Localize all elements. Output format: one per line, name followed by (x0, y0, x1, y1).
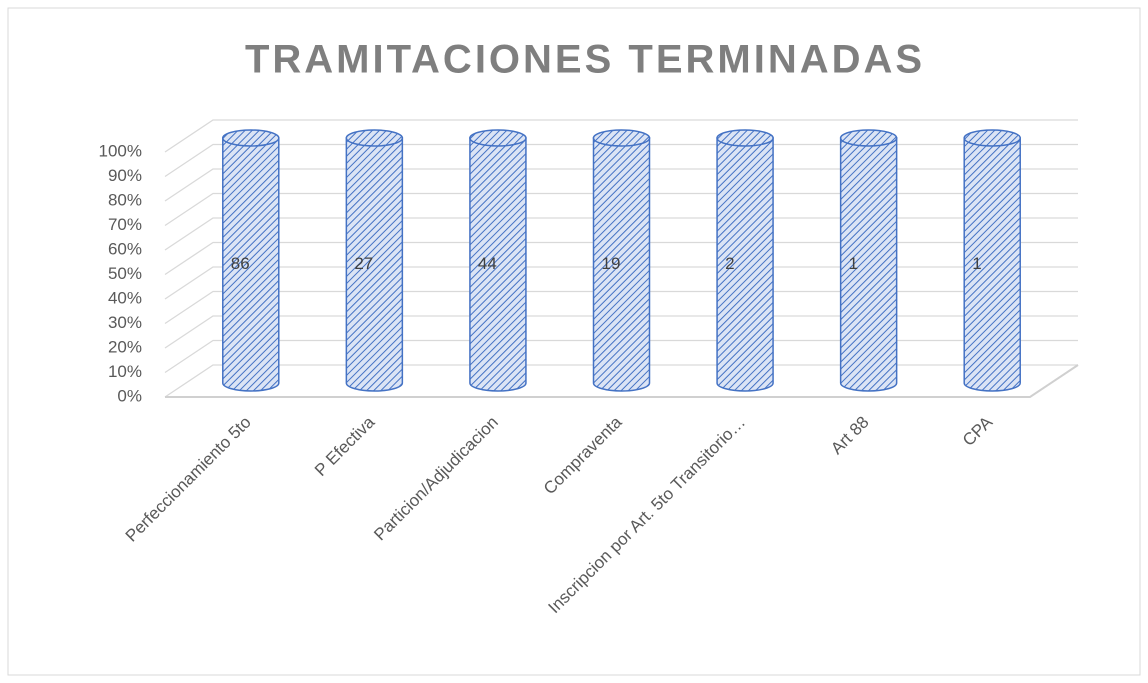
data-label: 86 (231, 254, 250, 273)
y-tick-label: 40% (108, 288, 142, 307)
data-label: 19 (602, 254, 621, 273)
data-label: 1 (849, 254, 858, 273)
chart-frame (7, 7, 1141, 676)
floor (165, 364, 1079, 398)
grid-line (164, 217, 1078, 251)
y-tick-label: 0% (117, 386, 142, 405)
grid-line (164, 168, 1078, 202)
y-tick-label: 10% (108, 362, 142, 381)
grid-line (164, 364, 1078, 398)
bar (345, 129, 404, 392)
bar (469, 129, 527, 392)
data-label: 2 (725, 254, 734, 273)
y-tick-label: 90% (108, 166, 142, 185)
y-tick-label: 100% (99, 141, 142, 160)
chart-title: TRAMITACIONES TERMINADAS (245, 38, 925, 82)
grid-line (164, 290, 1078, 325)
bar (222, 129, 280, 392)
data-label: 27 (354, 254, 373, 273)
y-tick-label: 50% (108, 264, 142, 283)
bar (716, 129, 774, 392)
bar (839, 129, 898, 392)
y-tick-label: 30% (108, 313, 142, 332)
grid-line (164, 266, 1078, 300)
data-label: 1 (972, 254, 981, 273)
y-tick-label: 70% (108, 215, 142, 234)
grid-line (164, 143, 1078, 178)
bar (963, 129, 1021, 392)
y-tick-label: 20% (108, 337, 142, 356)
y-tick-label: 60% (108, 239, 142, 258)
grid-line (164, 241, 1078, 276)
grid-line (164, 339, 1078, 374)
y-tick-label: 80% (108, 190, 142, 209)
data-label: 44 (478, 254, 497, 273)
grid-line (164, 315, 1078, 349)
grid-line (164, 192, 1078, 227)
grid-line (164, 119, 1078, 153)
bar (592, 129, 651, 392)
